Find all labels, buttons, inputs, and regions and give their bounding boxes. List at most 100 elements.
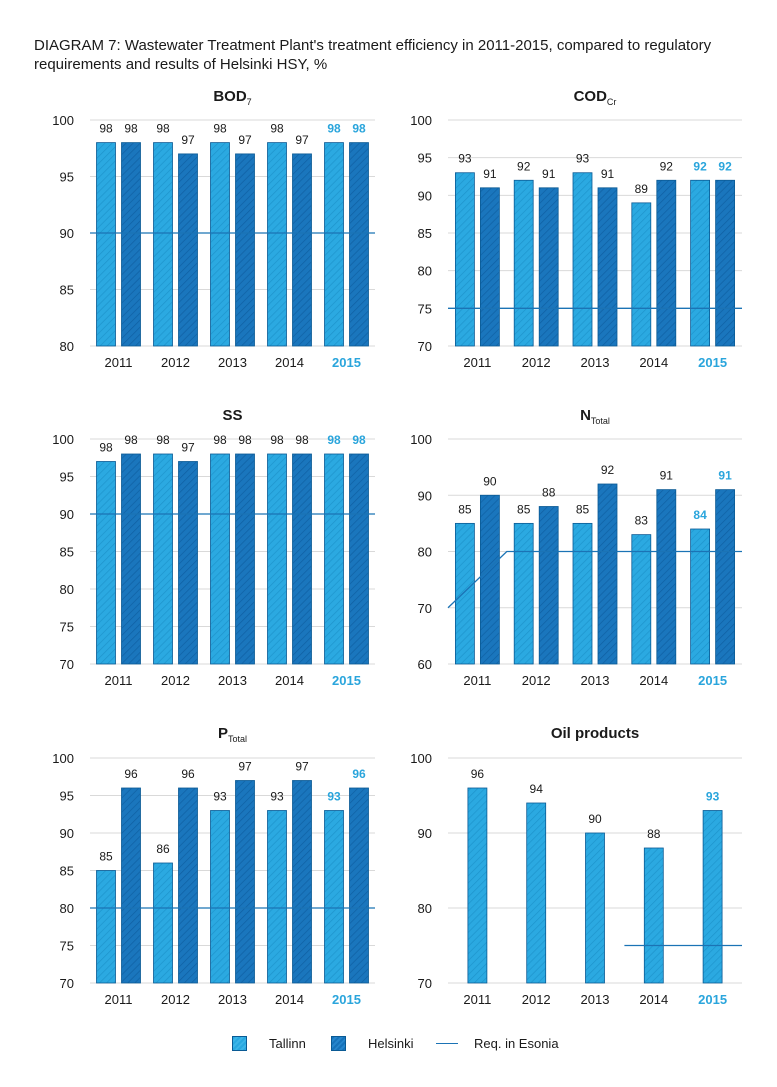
chart3-y-tick-label: 90 [60,507,74,522]
chart2-data-label-helsinki: 91 [483,167,497,181]
chart3-x-tick-label: 2012 [161,673,190,688]
chart4-data-label-helsinki: 88 [542,486,556,500]
chart2-y-tick-label: 75 [418,301,432,316]
chart3-bar-tallinn [267,453,287,665]
chart5-bar-tallinn [324,810,344,984]
chart3-bar-helsinki [292,453,312,665]
chart4-data-label-helsinki: 92 [601,463,615,477]
chart4-x-tick-label: 2011 [463,673,491,688]
chart1-data-label-tallinn: 98 [270,122,284,136]
chart5-y-tick-label: 90 [60,826,74,841]
chart3-x-tick-label: 2013 [218,673,247,688]
chart3-bar-helsinki [178,461,198,665]
chart6-bar-tallinn [526,802,547,984]
chart5-x-tick-label: 2015 [332,992,361,1007]
chart6-x-tick-label: 2015 [698,992,727,1007]
chart3-data-label-tallinn: 98 [270,433,284,447]
chart5-x-tick-label: 2011 [105,992,133,1007]
chart5-y-tick-label: 70 [60,976,74,991]
chart5-title: PTotal [218,725,247,744]
chart3-bar-tallinn [96,461,116,665]
chart4-x-tick-label: 2015 [698,673,727,688]
chart2-y-tick-label: 100 [410,113,432,128]
legend-label-helsinki: Helsinki [368,1035,414,1051]
chart4-y-tick-label: 70 [418,601,432,616]
chart3-bar-helsinki [235,453,255,665]
legend-swatch-tallinn [232,1035,247,1051]
legend-label-requirement: Req. in Esonia [474,1035,559,1051]
chart1-y-tick-label: 100 [52,113,74,128]
chart2-y-tick-label: 80 [418,264,432,279]
chart5-data-label-tallinn: 93 [327,790,341,804]
chart3-title: SS [222,407,242,424]
chart1-bar-tallinn [153,142,173,347]
chart5-bar-tallinn [153,862,173,984]
chart4-bar-helsinki [538,506,559,665]
chart2-data-label-tallinn: 92 [517,159,531,173]
chart1-title: BOD7 [213,88,251,107]
chart6-bar-tallinn [467,787,488,984]
chart3-data-label-helsinki: 98 [238,433,252,447]
chart5-data-label-tallinn: 93 [213,790,227,804]
chart5-x-tick-label: 2014 [275,992,304,1007]
chart2-data-label-tallinn: 93 [458,152,472,166]
chart5-x-tick-label: 2013 [218,992,247,1007]
chart1-bar-tallinn [96,142,116,347]
chart4-y-tick-label: 60 [418,657,432,672]
chart3-y-tick-label: 75 [60,620,74,635]
chart1-y-tick-label: 80 [60,339,74,354]
chart3-data-label-tallinn: 98 [327,433,341,447]
chart2-y-tick-label: 85 [418,226,432,241]
chart1-bar-helsinki [235,153,255,347]
chart4-bar-tallinn [513,522,534,665]
chart1-y-tick-label: 95 [60,170,74,185]
chart1-bar-tallinn [324,142,344,347]
chart5-y-tick-label: 80 [60,901,74,916]
chart2-y-tick-label: 95 [418,151,432,166]
chart2-y-tick-label: 70 [418,339,432,354]
chart5-bar-helsinki [178,787,198,984]
chart6-data-label-tallinn: 88 [647,827,661,841]
chart1-x-tick-label: 2013 [218,355,247,370]
chart6-y-tick-label: 90 [418,826,432,841]
chart2-data-label-tallinn: 89 [635,182,649,196]
chart2-bar-helsinki [715,179,735,347]
chart1-data-label-helsinki: 97 [181,133,195,147]
chart4-bar-helsinki [715,489,735,665]
legend-swatch-requirement [436,1042,458,1044]
chart4-bar-tallinn [454,522,475,665]
chart2-title: CODCr [574,88,617,107]
chart1-data-label-helsinki: 98 [124,122,138,136]
chart2-data-label-tallinn: 92 [693,159,707,173]
chart4-y-tick-label: 80 [418,545,432,560]
chart4-x-tick-label: 2014 [639,673,668,688]
chart5-bar-helsinki [349,787,369,984]
chart2-bar-helsinki [479,187,500,347]
chart3-data-label-helsinki: 98 [352,433,366,447]
chart1-data-label-helsinki: 97 [295,133,309,147]
chart4-data-label-tallinn: 85 [576,502,590,516]
chart5-x-tick-label: 2012 [161,992,190,1007]
chart6-bar-tallinn [643,847,664,984]
chart2-data-label-helsinki: 91 [601,167,615,181]
chart6-x-tick-label: 2012 [522,992,551,1007]
chart3-bar-helsinki [349,453,369,665]
chart3-bar-tallinn [210,453,230,665]
chart2-y-tick-label: 90 [418,188,432,203]
chart3-data-label-tallinn: 98 [213,433,227,447]
chart5-data-label-helsinki: 97 [238,760,252,774]
chart2-x-tick-label: 2011 [463,355,491,370]
chart5-data-label-helsinki: 96 [181,767,195,781]
chart3-bar-tallinn [153,453,173,665]
chart3-y-tick-label: 85 [60,545,74,560]
chart5-data-label-tallinn: 86 [156,842,170,856]
chart1-data-label-helsinki: 98 [352,122,366,136]
chart4-bar-helsinki [597,483,618,665]
legend-swatch-helsinki [331,1035,346,1051]
chart6-y-tick-label: 70 [418,976,432,991]
chart6-data-label-tallinn: 93 [706,790,720,804]
chart5-data-label-helsinki: 96 [124,767,138,781]
chart5-y-tick-label: 85 [60,864,74,879]
chart3-x-tick-label: 2014 [275,673,304,688]
